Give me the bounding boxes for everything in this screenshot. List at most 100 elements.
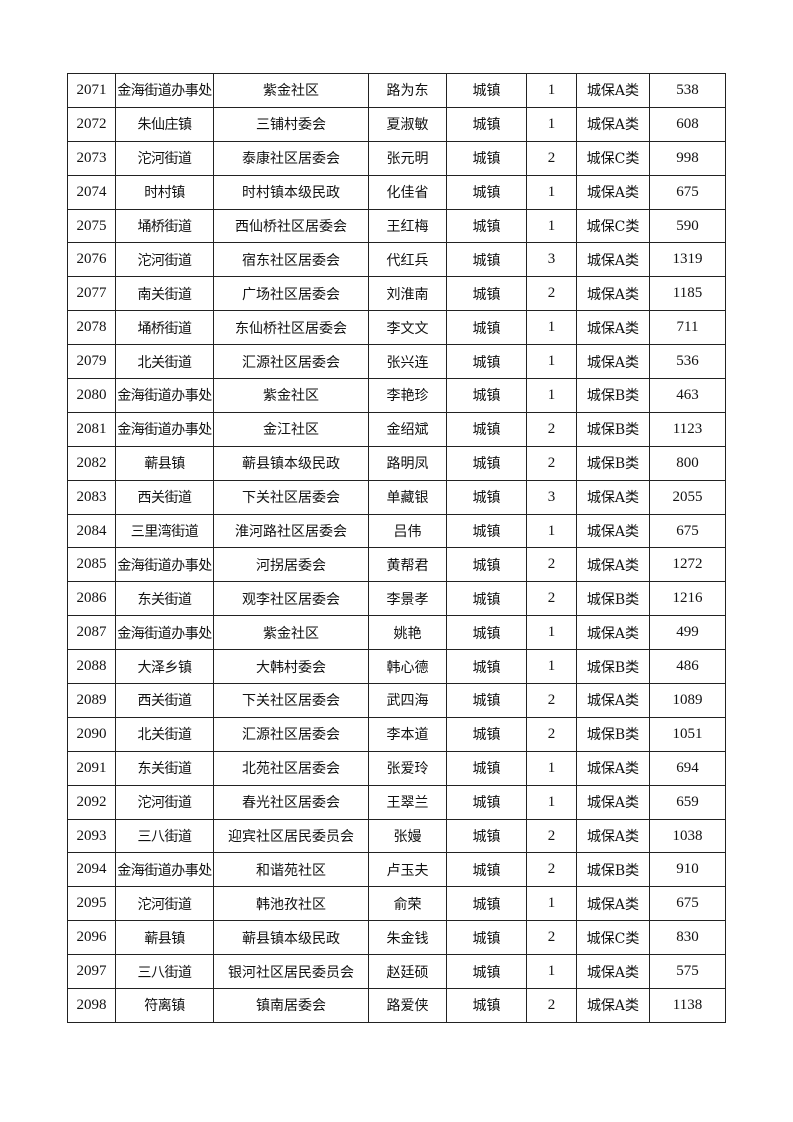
community-cell: 下关社区居委会 <box>213 683 369 718</box>
area-type-cell: 城镇 <box>446 683 527 718</box>
street-office-cell: 金海街道办事处 <box>115 411 214 447</box>
table-row: 2095 沱河街道 韩池孜社区 俞荣 城镇 1 城保A类 675 <box>67 886 726 922</box>
street-office-cell: 埇桥街道 <box>115 208 214 244</box>
insurance-category-cell: 城保A类 <box>576 818 650 854</box>
insurance-category-cell: 城保B类 <box>576 716 650 752</box>
area-type-cell: 城镇 <box>446 513 527 549</box>
household-count-cell: 1 <box>526 784 577 820</box>
table-row: 2097 三八街道 银河社区居民委员会 赵廷硕 城镇 1 城保A类 575 <box>67 954 726 990</box>
person-name-cell: 赵廷硕 <box>368 954 447 990</box>
household-count-cell: 2 <box>526 818 577 854</box>
person-name-cell: 李景孝 <box>368 581 447 617</box>
street-office-cell: 三里湾街道 <box>115 513 214 549</box>
community-cell: 蕲县镇本级民政 <box>213 920 369 956</box>
community-cell: 三铺村委会 <box>213 106 369 142</box>
area-type-cell: 城镇 <box>446 784 527 820</box>
person-name-cell: 金绍斌 <box>368 411 447 447</box>
insurance-category-cell: 城保A类 <box>576 174 650 210</box>
person-name-cell: 朱金钱 <box>368 920 447 956</box>
area-type-cell: 城镇 <box>446 411 527 447</box>
area-type-cell: 城镇 <box>446 378 527 413</box>
community-cell: 紫金社区 <box>213 615 369 651</box>
amount-cell: 590 <box>649 208 726 244</box>
amount-cell: 910 <box>649 852 726 888</box>
amount-cell: 675 <box>649 174 726 210</box>
household-count-cell: 2 <box>526 140 577 176</box>
area-type-cell: 城镇 <box>446 954 527 990</box>
insurance-category-cell: 城保A类 <box>576 784 650 820</box>
area-type-cell: 城镇 <box>446 547 527 583</box>
row-number-cell: 2085 <box>67 547 116 583</box>
household-count-cell: 2 <box>526 547 577 583</box>
household-count-cell: 2 <box>526 920 577 956</box>
person-name-cell: 李文文 <box>368 310 447 346</box>
table-row: 2077 南关街道 广场社区居委会 刘淮南 城镇 2 城保A类 1185 <box>67 276 726 312</box>
street-office-cell: 沱河街道 <box>115 140 214 176</box>
row-number-cell: 2097 <box>67 954 116 990</box>
area-type-cell: 城镇 <box>446 988 527 1023</box>
row-number-cell: 2094 <box>67 852 116 888</box>
household-count-cell: 2 <box>526 852 577 888</box>
amount-cell: 486 <box>649 649 726 685</box>
community-cell: 时村镇本级民政 <box>213 174 369 210</box>
insurance-category-cell: 城保A类 <box>576 513 650 549</box>
person-name-cell: 路爱侠 <box>368 988 447 1023</box>
amount-cell: 711 <box>649 310 726 346</box>
insurance-category-cell: 城保A类 <box>576 683 650 718</box>
row-number-cell: 2098 <box>67 988 116 1023</box>
area-type-cell: 城镇 <box>446 886 527 922</box>
household-count-cell: 1 <box>526 649 577 685</box>
household-count-cell: 3 <box>526 242 577 278</box>
household-count-cell: 1 <box>526 344 577 380</box>
household-count-cell: 1 <box>526 106 577 142</box>
household-count-cell: 1 <box>526 886 577 922</box>
community-cell: 汇源社区居委会 <box>213 716 369 752</box>
area-type-cell: 城镇 <box>446 174 527 210</box>
person-name-cell: 韩心德 <box>368 649 447 685</box>
amount-cell: 1185 <box>649 276 726 312</box>
insurance-category-cell: 城保B类 <box>576 445 650 481</box>
household-count-cell: 1 <box>526 310 577 346</box>
person-name-cell: 刘淮南 <box>368 276 447 312</box>
household-count-cell: 1 <box>526 750 577 786</box>
street-office-cell: 西关街道 <box>115 479 214 515</box>
amount-cell: 675 <box>649 886 726 922</box>
insurance-category-cell: 城保A类 <box>576 310 650 346</box>
table-row: 2071 金海街道办事处 紫金社区 路为东 城镇 1 城保A类 538 <box>67 73 726 108</box>
street-office-cell: 金海街道办事处 <box>115 378 214 413</box>
community-cell: 河拐居委会 <box>213 547 369 583</box>
street-office-cell: 东关街道 <box>115 581 214 617</box>
person-name-cell: 张元明 <box>368 140 447 176</box>
row-number-cell: 2091 <box>67 750 116 786</box>
amount-cell: 538 <box>649 73 726 108</box>
amount-cell: 1038 <box>649 818 726 854</box>
household-count-cell: 2 <box>526 411 577 447</box>
area-type-cell: 城镇 <box>446 445 527 481</box>
area-type-cell: 城镇 <box>446 750 527 786</box>
community-cell: 和谐苑社区 <box>213 852 369 888</box>
insurance-category-cell: 城保A类 <box>576 988 650 1023</box>
street-office-cell: 沱河街道 <box>115 784 214 820</box>
street-office-cell: 埇桥街道 <box>115 310 214 346</box>
insurance-category-cell: 城保B类 <box>576 581 650 617</box>
row-number-cell: 2082 <box>67 445 116 481</box>
row-number-cell: 2089 <box>67 683 116 718</box>
amount-cell: 575 <box>649 954 726 990</box>
person-name-cell: 张嫚 <box>368 818 447 854</box>
street-office-cell: 蕲县镇 <box>115 445 214 481</box>
person-name-cell: 代红兵 <box>368 242 447 278</box>
table-row: 2080 金海街道办事处 紫金社区 李艳珍 城镇 1 城保B类 463 <box>67 378 726 413</box>
table-row: 2094 金海街道办事处 和谐苑社区 卢玉夫 城镇 2 城保B类 910 <box>67 852 726 888</box>
table-row: 2086 东关街道 观李社区居委会 李景孝 城镇 2 城保B类 1216 <box>67 581 726 617</box>
community-cell: 东仙桥社区居委会 <box>213 310 369 346</box>
amount-cell: 1123 <box>649 411 726 447</box>
amount-cell: 659 <box>649 784 726 820</box>
amount-cell: 1051 <box>649 716 726 752</box>
area-type-cell: 城镇 <box>446 920 527 956</box>
area-type-cell: 城镇 <box>446 479 527 515</box>
amount-cell: 675 <box>649 513 726 549</box>
household-count-cell: 2 <box>526 988 577 1023</box>
insurance-category-cell: 城保C类 <box>576 208 650 244</box>
area-type-cell: 城镇 <box>446 344 527 380</box>
insurance-category-cell: 城保B类 <box>576 378 650 413</box>
